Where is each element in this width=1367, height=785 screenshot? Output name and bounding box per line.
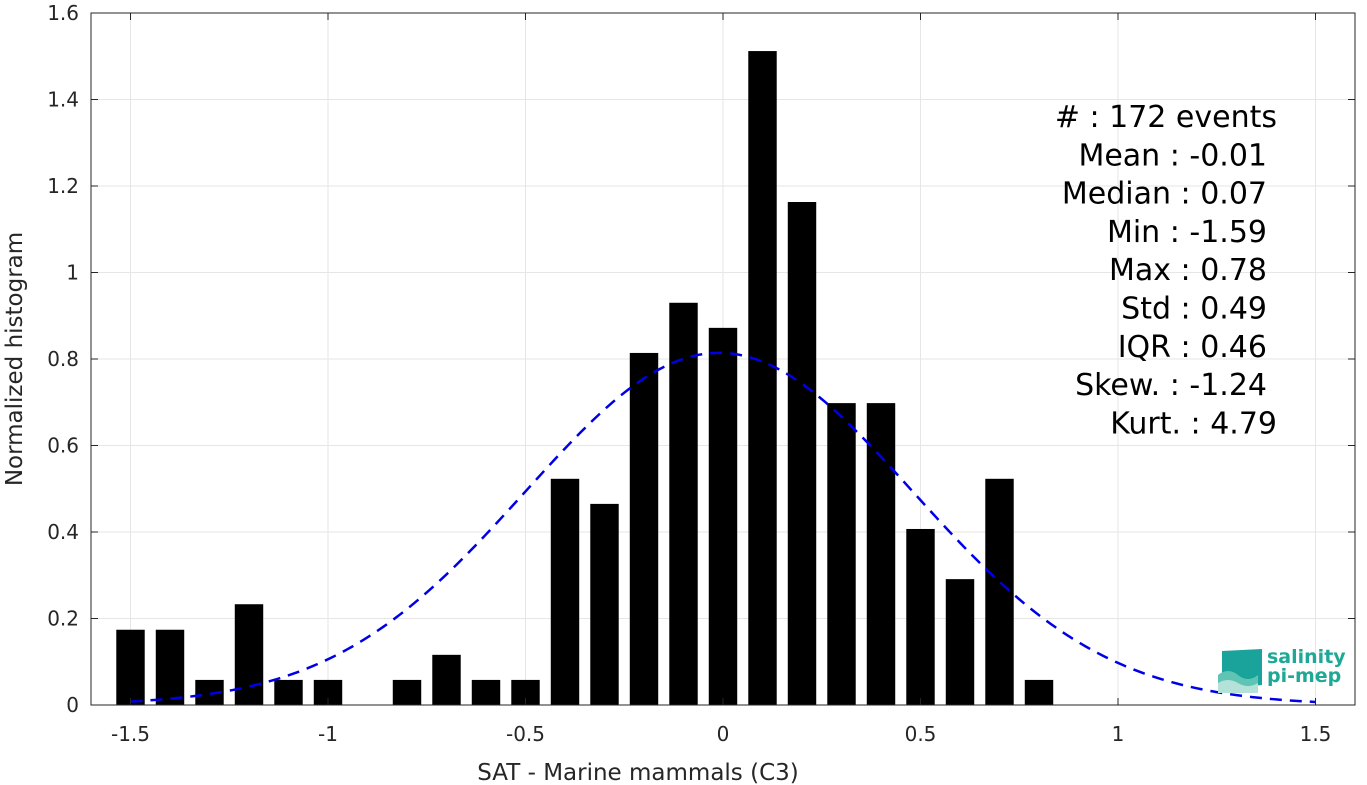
grid-lines (91, 12, 1355, 706)
stat-line: Median : 0.07 (1062, 177, 1267, 212)
logo-text: salinity pi-mep (1267, 648, 1346, 686)
y-tick-label: 0.6 (47, 434, 79, 458)
stat-line: Std : 0.49 (1121, 292, 1267, 327)
histogram-bar (274, 679, 303, 705)
y-axis-label: Normalized histogram (2, 232, 28, 486)
y-tick-label: 0.8 (47, 347, 79, 371)
y-tick-label: 1.4 (47, 88, 79, 112)
stat-line: Kurt. : 4.79 (1110, 406, 1277, 441)
stat-line: Skew. : -1.24 (1075, 368, 1267, 403)
stat-line: Mean : -0.01 (1078, 138, 1267, 173)
x-tick-label: 0.5 (905, 722, 937, 746)
histogram-bar (1024, 679, 1054, 705)
histogram-bar (590, 503, 619, 705)
histogram-bar (432, 654, 461, 705)
histogram-bar (906, 528, 935, 705)
x-tick-label: -1 (318, 722, 338, 746)
histogram-bars (116, 51, 1054, 706)
histogram-bar (985, 478, 1014, 705)
x-axis-label: SAT - Marine mammals (C3) (477, 760, 799, 785)
histogram-bar (392, 679, 422, 705)
x-tick-label: -0.5 (506, 722, 545, 746)
x-axis-ticks: -1.5 -1 -0.5 0 0.5 1 1.5 (111, 13, 1331, 746)
logo-line-2: pi-mep (1267, 665, 1342, 687)
stat-line: # : 172 events (1055, 100, 1277, 135)
y-tick-label: 1.2 (47, 174, 79, 198)
y-tick-label: 0 (66, 693, 79, 717)
histogram-bar (471, 679, 501, 705)
histogram-bar (669, 302, 698, 705)
x-tick-label: 1.5 (1300, 722, 1332, 746)
x-tick-label: 1 (1112, 722, 1125, 746)
histogram-bar (748, 51, 777, 706)
histogram-bar (866, 403, 896, 705)
stat-line: Min : -1.59 (1107, 215, 1267, 250)
wave-icon (1218, 649, 1262, 693)
stat-line: Max : 0.78 (1109, 253, 1267, 288)
y-tick-label: 0.4 (47, 520, 79, 544)
histogram-bar (116, 629, 145, 705)
y-tick-label: 0.2 (47, 607, 79, 631)
histogram-bar (550, 478, 580, 705)
histogram-bar (155, 629, 185, 705)
histogram-bar (708, 327, 738, 705)
histogram-bar (945, 579, 975, 705)
stat-line: IQR : 0.46 (1118, 330, 1267, 365)
y-axis-ticks: 0 0.2 0.4 0.6 0.8 1 1.2 1.4 1.6 (47, 1, 1355, 717)
logo-line-1: salinity (1267, 646, 1346, 668)
x-tick-label: -1.5 (111, 722, 150, 746)
histogram-bar (787, 202, 817, 705)
histogram-bar (629, 352, 659, 705)
y-tick-label: 1 (66, 261, 79, 285)
salinity-pi-mep-logo (1214, 645, 1349, 695)
normal-fit-curve (130, 351, 1316, 704)
histogram-bar (827, 403, 856, 705)
y-tick-label: 1.6 (47, 1, 79, 25)
x-tick-label: 0 (717, 722, 730, 746)
